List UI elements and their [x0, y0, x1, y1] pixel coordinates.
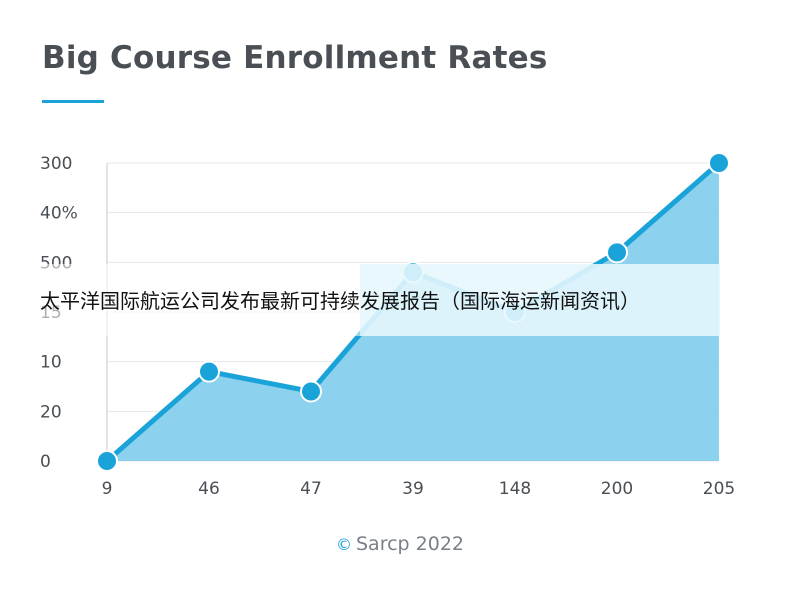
footer-text: Sarcp 2022: [356, 533, 464, 555]
x-tick-label: 39: [402, 479, 424, 499]
x-tick-label: 9: [102, 479, 113, 499]
x-tick-label: 148: [499, 479, 531, 499]
data-point: [708, 152, 730, 174]
data-point: [198, 360, 220, 383]
chart-footer: © Sarcp 2022: [0, 533, 800, 555]
x-tick-label: 205: [703, 479, 735, 499]
data-point: [300, 380, 322, 403]
y-tick-label: 0: [40, 452, 51, 472]
data-point: [96, 450, 118, 472]
y-tick-label: 10: [40, 353, 62, 373]
x-tick-label: 46: [198, 479, 220, 499]
y-tick-label: 40%: [40, 204, 78, 224]
chart-title: Big Course Enrollment Rates: [42, 40, 548, 76]
data-point: [606, 241, 628, 264]
x-axis-ticks: 9 46 47 39 148 200 205: [102, 479, 736, 499]
overlay-banner-highlight: [360, 264, 720, 336]
copyright-icon: ©: [336, 535, 352, 554]
y-tick-label: 300: [40, 154, 72, 174]
y-tick-label: 20: [40, 402, 62, 422]
x-tick-label: 200: [601, 479, 633, 499]
title-underline: [42, 100, 104, 103]
x-tick-label: 47: [300, 479, 322, 499]
overlay-banner-text: 太平洋国际航运公司发布最新可持续发展报告（国际海运新闻资讯）: [40, 289, 640, 313]
